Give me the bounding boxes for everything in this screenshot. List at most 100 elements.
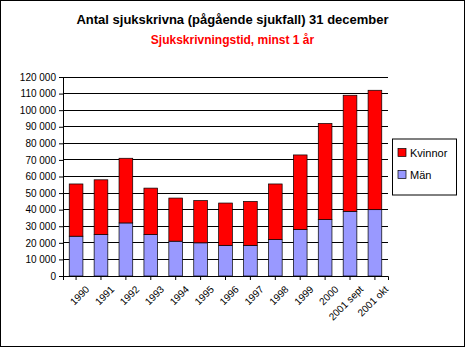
x-tick-mark (200, 276, 201, 280)
y-tick: 30 000 (25, 221, 63, 232)
bar (194, 201, 208, 243)
title: Antal sjukskrivna (pågående sjukfall) 31… (76, 12, 388, 27)
bar (244, 245, 258, 276)
y-tick: 120 000 (20, 72, 63, 83)
y-tick-label: 50 000 (25, 188, 56, 199)
x-tick-mark (374, 276, 375, 280)
y-tick-mark (59, 110, 63, 111)
x-tick-mark (175, 276, 176, 280)
y-tick-mark (59, 127, 63, 128)
x-tick: 2001 okt (355, 276, 390, 319)
x-tick-mark (125, 276, 126, 280)
y-axis: 0 10 000 20 000 30 000 40 000 50 000 60 000 70 … (20, 72, 64, 282)
x-tick-mark (100, 276, 101, 280)
y-tick-mark (59, 193, 63, 194)
y-axis-line (59, 78, 64, 277)
bar (94, 235, 108, 276)
x-tick: 1995 (192, 276, 216, 307)
bar (368, 90, 382, 209)
x-tick: 1994 (168, 276, 192, 307)
chart-container: Antal sjukskrivna (pågående sjukfall) 31… (0, 0, 465, 347)
bar (343, 211, 357, 276)
y-tick-mark (59, 210, 63, 211)
y-tick-mark (59, 143, 63, 144)
bar (219, 245, 233, 276)
x-tick-mark (325, 276, 326, 280)
y-tick-label: 110 000 (21, 88, 57, 99)
bars (69, 90, 382, 276)
x-tick-mark (250, 276, 251, 280)
x-tick-label: 1991 (93, 283, 117, 307)
legend-swatch (398, 171, 406, 179)
legend-box (393, 139, 457, 195)
grid-line (63, 126, 388, 127)
x-tick-label: 1992 (118, 283, 142, 307)
y-tick-mark (59, 94, 63, 95)
bar (318, 123, 332, 219)
x-tick-label: 1993 (143, 283, 167, 307)
y-tick-label: 70 000 (25, 155, 56, 166)
bar (343, 95, 357, 211)
x-tick: 1992 (118, 276, 142, 307)
bar (219, 203, 233, 245)
chart-frame (1, 1, 465, 347)
bar (169, 198, 183, 241)
bar (293, 230, 307, 276)
bar (194, 243, 208, 276)
y-tick-label: 100 000 (20, 105, 57, 116)
bar (69, 184, 83, 236)
grid-line (63, 110, 388, 111)
x-tick: 1990 (68, 276, 92, 307)
y-tick: 100 000 (20, 105, 63, 116)
y-tick: 10 000 (25, 254, 63, 265)
grid-line (63, 193, 388, 194)
y-tick: 70 000 (25, 155, 63, 166)
y-tick-label: 30 000 (25, 221, 56, 232)
y-tick: 80 000 (25, 138, 63, 149)
bar (318, 220, 332, 276)
bar (268, 184, 282, 240)
y-tick-label: 120 000 (20, 72, 57, 83)
grid-line (63, 77, 388, 78)
y-tick: 50 000 (25, 188, 63, 199)
y-tick-label: 80 000 (25, 138, 56, 149)
x-axis: 1990199119921993199419951996199719981999… (64, 276, 391, 322)
legend: Kvinnor Män (393, 139, 457, 195)
subtitle: Sjukskrivningstid, minst 1 år (151, 33, 315, 47)
bar (144, 188, 158, 234)
y-tick-mark (59, 226, 63, 227)
legend-label: Män (410, 169, 431, 181)
y-tick-label: 10 000 (25, 254, 56, 265)
grid-line (63, 93, 388, 94)
x-tick: 2000 (317, 276, 341, 307)
chart-svg: Antal sjukskrivna (pågående sjukfall) 31… (0, 0, 465, 347)
legend-label: Kvinnor (410, 147, 448, 159)
y-tick-label: 90 000 (25, 121, 56, 132)
y-tick-mark (59, 77, 63, 78)
y-tick: 40 000 (25, 204, 63, 215)
y-tick-mark (59, 259, 63, 260)
series-bars (69, 90, 382, 245)
bar (119, 158, 133, 223)
plot: 0 10 000 20 000 30 000 40 000 50 000 60 000 70 … (20, 72, 391, 323)
y-tick-mark (59, 160, 63, 161)
bar (69, 236, 83, 276)
x-tick-label: 1995 (192, 283, 216, 307)
y-tick-mark (59, 177, 63, 178)
x-tick-mark (76, 276, 77, 280)
bar (169, 241, 183, 276)
x-tick: 1996 (217, 276, 241, 307)
x-tick-label: 1996 (217, 283, 241, 307)
bar (119, 223, 133, 276)
x-tick-mark (150, 276, 151, 280)
y-tick: 0 (50, 271, 63, 282)
legend-swatch (398, 149, 406, 157)
x-tick-label: 2001 okt (355, 283, 390, 318)
y-tick: 20 000 (25, 238, 63, 249)
y-tick-label: 0 (50, 271, 56, 282)
x-tick-label: 2001 sept (327, 283, 366, 322)
bar (268, 240, 282, 276)
x-tick-mark (350, 276, 351, 280)
y-tick: 60 000 (25, 171, 63, 182)
x-tick-label: 1999 (292, 283, 316, 307)
